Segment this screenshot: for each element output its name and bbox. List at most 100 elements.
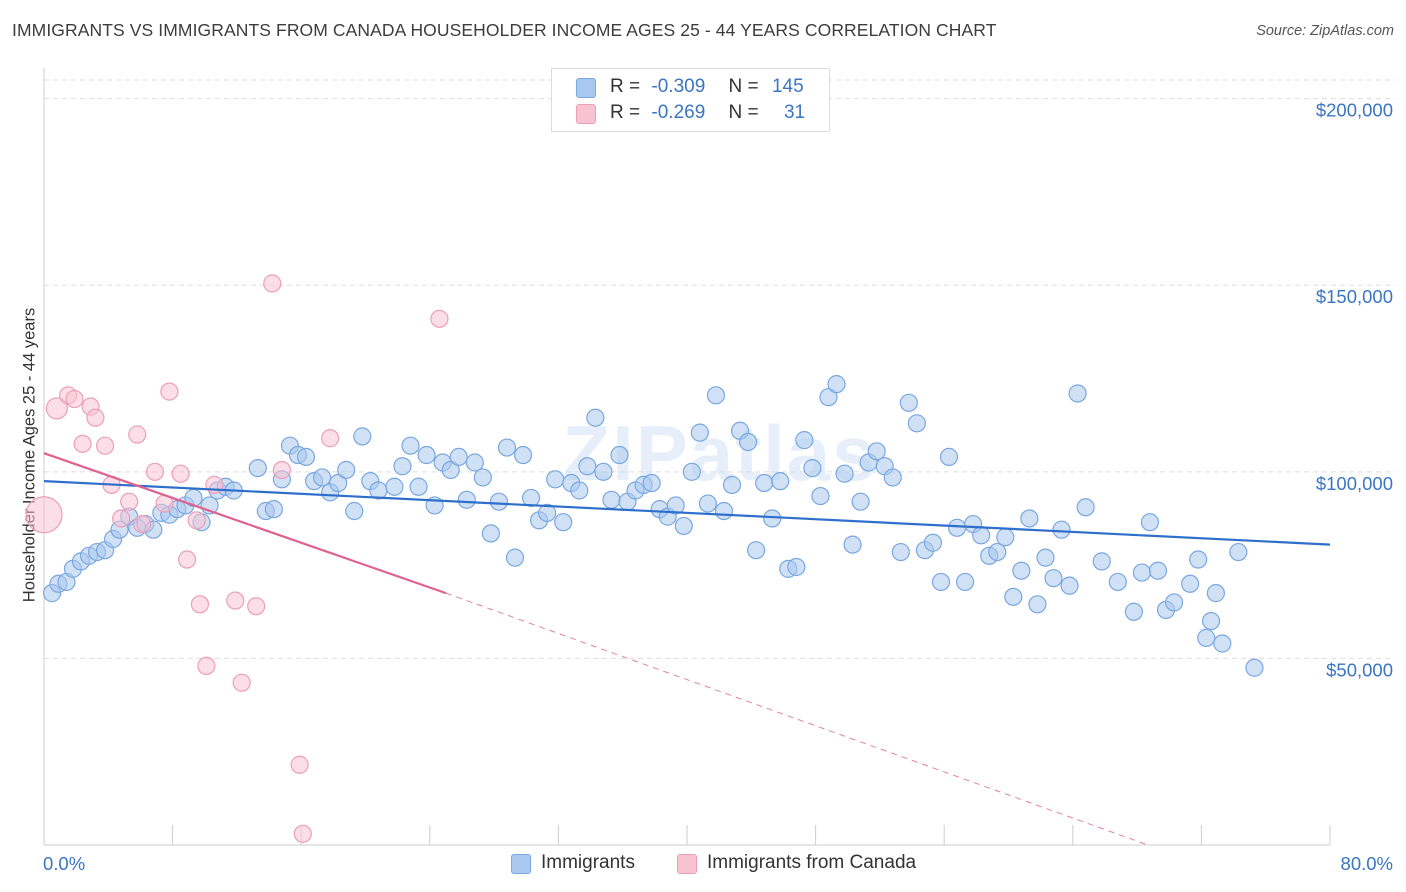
immigrants-point — [771, 472, 790, 491]
immigrants-point — [417, 445, 436, 465]
immigrants-point — [722, 475, 742, 494]
canada-point — [197, 656, 216, 675]
immigrants-point — [457, 490, 476, 509]
canada-point — [177, 550, 197, 569]
canada-point — [120, 492, 139, 511]
r-value: -0.309 — [651, 76, 706, 97]
n-value: 145 — [771, 76, 804, 97]
immigrants-point — [513, 445, 533, 465]
immigrants-point — [1140, 513, 1160, 532]
immigrants-point — [1012, 561, 1031, 580]
canada-point — [73, 434, 92, 453]
immigrants-point — [1044, 569, 1063, 588]
canada-point — [263, 274, 282, 293]
canada-point — [25, 496, 63, 534]
immigrants-point — [578, 457, 597, 476]
canada-point — [171, 464, 190, 483]
y-tick-label: $200,000 — [1316, 100, 1393, 121]
immigrants-point — [1108, 572, 1127, 592]
canada-point — [247, 597, 266, 616]
immigrants-point — [891, 542, 910, 562]
x-tick-labels: 0.0% 80.0% — [43, 853, 1393, 874]
immigrants-point — [546, 470, 565, 489]
immigrants-point — [312, 468, 332, 487]
canada-point — [190, 595, 210, 614]
immigrants-point — [939, 447, 959, 467]
watermark: ZIPatlas — [562, 409, 877, 497]
immigrants-point — [449, 447, 468, 467]
immigrants-point — [996, 528, 1015, 547]
immigrants-point — [931, 572, 951, 592]
immigrants-point — [465, 453, 484, 472]
immigrants-point — [835, 464, 854, 483]
canada-point — [128, 425, 147, 444]
immigrants-point — [1028, 595, 1047, 614]
immigrants-point — [594, 462, 613, 481]
canada-trend-line — [43, 452, 447, 595]
r-label: R = — [610, 76, 641, 97]
legend-label: Immigrants — [541, 852, 635, 873]
y-tick-label: $50,000 — [1326, 659, 1393, 680]
immigrants-point — [1229, 542, 1248, 562]
immigrants-point — [755, 473, 774, 493]
canada-swatch — [677, 854, 697, 874]
immigrants-swatch — [576, 78, 596, 98]
canada-point — [321, 429, 340, 448]
immigrants-point — [586, 408, 605, 427]
immigrants-point — [505, 548, 525, 567]
immigrants-point — [1020, 509, 1039, 528]
x-tick-label: 0.0% — [43, 853, 85, 874]
correlation-legend: R = -0.309 N = 145 R = -0.269 N = 31 — [551, 68, 830, 132]
immigrants-point — [698, 494, 717, 513]
immigrants-point — [827, 375, 846, 394]
series-legend: Immigrants Immigrants from Canada — [0, 852, 1406, 878]
immigrants-point — [787, 557, 806, 577]
immigrants-swatch — [511, 854, 531, 874]
immigrants-point — [1124, 602, 1143, 621]
immigrants-point — [521, 488, 541, 508]
immigrants-point — [947, 518, 967, 537]
canada-point — [45, 397, 68, 420]
legend-row-text: R = -0.269 N = 31 — [610, 102, 805, 124]
immigrants-point — [538, 503, 557, 522]
immigrants-point — [1164, 593, 1184, 612]
immigrants-point — [1068, 384, 1087, 403]
immigrants-points — [42, 375, 1264, 677]
immigrants-point — [955, 572, 975, 592]
canada-point — [65, 389, 84, 409]
immigrants-point — [1036, 548, 1055, 567]
immigrants-point — [441, 460, 460, 480]
y-tick-label: $150,000 — [1316, 286, 1393, 307]
immigrants-point — [674, 516, 693, 536]
immigrants-point — [1213, 634, 1232, 653]
legend-label: Immigrants from Canada — [707, 852, 917, 873]
immigrants-point — [1197, 628, 1216, 647]
immigrants-point — [409, 477, 428, 496]
canada-point — [95, 436, 115, 455]
canada-point — [272, 460, 292, 480]
canada-point — [232, 673, 251, 692]
canada-swatch — [576, 104, 596, 124]
immigrants-trend-line — [43, 480, 1331, 546]
immigrants-point — [738, 432, 758, 452]
immigrants-point — [401, 436, 420, 455]
immigrants-point — [747, 541, 766, 560]
n-label: N = — [728, 102, 759, 123]
canada-point — [145, 462, 165, 481]
canada-point — [293, 824, 312, 843]
n-value: 31 — [783, 102, 806, 123]
y-tick-label: $100,000 — [1316, 473, 1393, 494]
immigrants-point — [972, 526, 991, 545]
grid-lines — [44, 79, 1395, 659]
immigrants-point — [714, 501, 734, 521]
immigrants-point — [610, 445, 629, 465]
immigrants-point — [899, 393, 918, 412]
canada-point — [132, 514, 152, 534]
immigrants-point — [1201, 611, 1221, 631]
immigrants-point — [690, 423, 709, 442]
immigrants-point — [1181, 574, 1200, 593]
canada-point — [226, 591, 245, 610]
n-label: N = — [728, 76, 759, 97]
immigrants-point — [1052, 520, 1071, 539]
immigrants-point — [602, 490, 621, 509]
